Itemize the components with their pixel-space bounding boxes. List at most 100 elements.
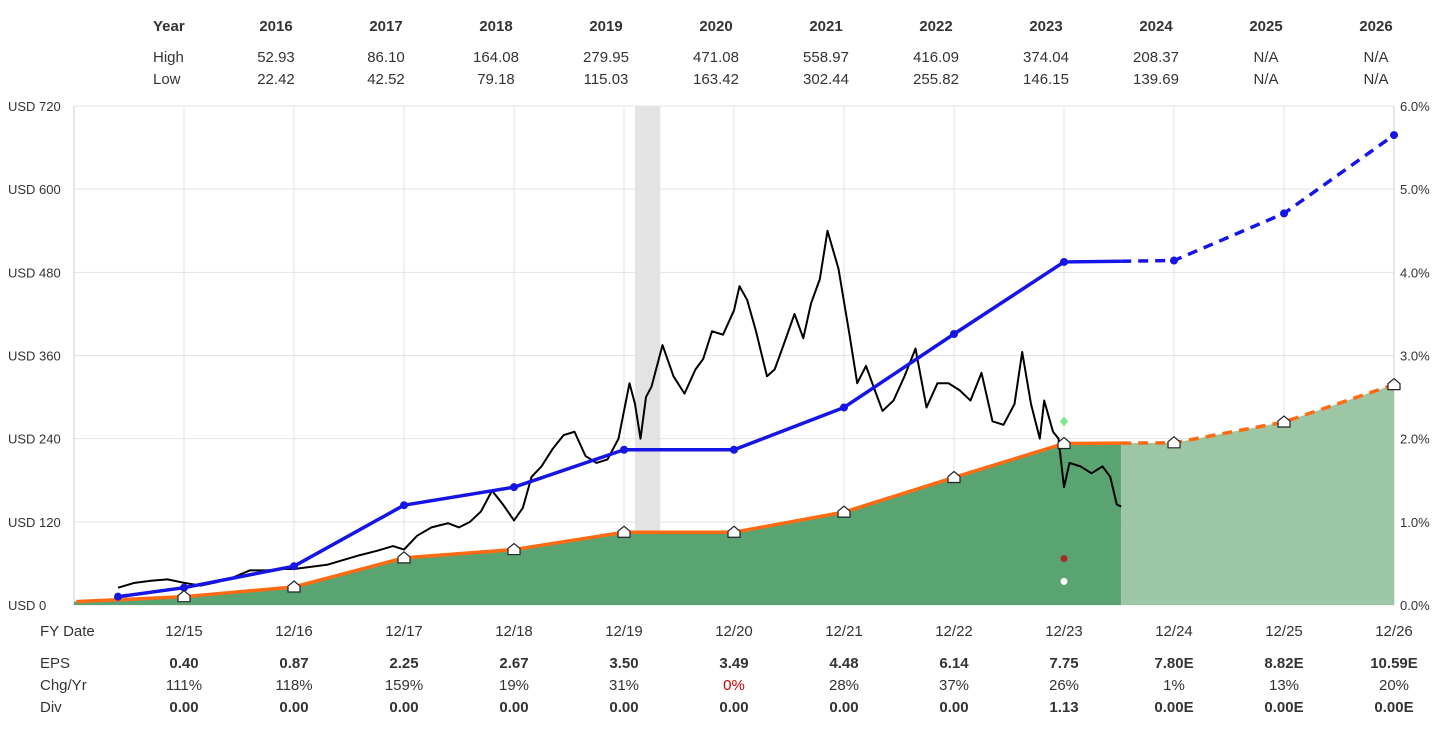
marker-dot [1060,555,1068,563]
chg-cell: 19% [499,677,529,694]
growth-point [180,583,188,592]
low-cell: 115.03 [584,71,629,88]
eps-point [947,470,961,484]
chg-cell: 31% [609,677,639,694]
fy-date-cell: 12/16 [275,623,313,640]
eps-cell: 6.14 [939,655,969,672]
eps-point [837,505,851,518]
year-cell: 2022 [919,18,952,35]
chg-cell: 28% [829,677,859,694]
low-cell: 146.15 [1023,71,1069,88]
high-cell: 164.08 [473,49,519,66]
recession-band [635,106,661,605]
low-cell: N/A [1253,71,1278,88]
eps-cell: 10.59E [1370,655,1418,672]
growth-point [114,592,122,601]
y-tick-label-right: 1.0% [1400,515,1430,530]
y-tick-label-left: USD 120 [8,515,61,530]
eps-cell: 3.50 [609,655,638,672]
div-cell: 0.00 [939,699,968,716]
eps-data-table: FY Date EPS Chg/Yr Div 12/15 12/16 12/17 12/18 1… [40,623,1418,716]
chg-cell: 37% [939,677,969,694]
chart-axes: USD 720 USD 600 USD 480 USD 360 USD 240 USD 1… [8,99,1430,613]
fy-date-cell: 12/18 [495,623,533,640]
fy-date-cell: 12/21 [825,623,863,640]
eps-point [1167,436,1181,449]
low-cell: 42.52 [367,71,405,88]
low-row-label: Low [153,71,181,88]
div-cell: 0.00 [829,699,858,716]
year-cell: 2024 [1139,18,1173,35]
growth-point [510,483,518,492]
y-tick-label-left: USD 720 [8,99,61,114]
chg-cell: 111% [166,677,202,694]
low-cell: 302.44 [803,71,849,88]
fy-date-cell: 12/24 [1155,623,1193,640]
chg-cell: 0% [723,677,745,694]
chg-row-label: Chg/Yr [40,677,87,694]
year-row-label: Year [153,18,185,35]
y-tick-label-left: USD 0 [8,598,46,613]
fy-date-cell: 12/25 [1265,623,1303,640]
eps-cell: 2.25 [389,655,418,672]
eps-point [1277,415,1291,428]
eps-cell: 8.82E [1264,655,1303,672]
year-cell: 2026 [1359,18,1392,35]
year-cell: 2023 [1029,18,1062,35]
chg-cell: 20% [1379,677,1409,694]
low-cell: 255.82 [913,71,959,88]
low-cell: 79.18 [477,71,515,88]
low-cell: 22.42 [257,71,295,88]
eps-cell: 7.80E [1154,655,1193,672]
chg-cell: 1% [1163,677,1185,694]
high-row-label: High [153,49,184,66]
eps-point [1387,377,1401,391]
high-cell: 279.95 [583,49,629,66]
eps-point [507,542,521,556]
eps-point [397,551,411,564]
div-row-label: Div [40,699,62,716]
price-range-table: Year High Low 2016 2017 2018 2019 2020 2021 2022 2… [153,18,1393,88]
year-cell: 2018 [479,18,512,35]
year-cell: 2021 [809,18,842,35]
high-cell: 374.04 [1023,49,1069,66]
growth-point [950,330,958,339]
high-cell: 52.93 [257,49,295,66]
growth-point [400,501,408,510]
y-tick-label-right: 3.0% [1400,349,1430,364]
high-cell: 416.09 [913,49,959,66]
div-cell: 0.00E [1374,699,1413,716]
high-cell: 86.10 [367,49,405,66]
growth-point [1170,256,1178,265]
recession-shading [635,106,661,605]
growth-point [620,445,628,454]
y-tick-label-left: USD 360 [8,349,61,364]
high-cell: N/A [1253,49,1278,66]
growth-point [1390,131,1398,140]
eps-point [177,589,191,603]
growth-point [1060,257,1068,266]
eps-point [727,525,741,538]
fy-date-cell: 12/20 [715,623,753,640]
y-tick-label-left: USD 240 [8,432,61,447]
chg-cell: 26% [1049,677,1079,694]
y-tick-label-right: 4.0% [1400,265,1430,280]
high-cell: 558.97 [803,49,849,66]
fy-date-cell: 12/15 [165,623,203,640]
eps-cell: 0.40 [169,655,198,672]
high-cell: 208.37 [1133,49,1179,66]
year-cell: 2017 [369,18,402,35]
eps-fill-estimate [1121,384,1394,605]
eps-row-label: EPS [40,655,70,672]
eps-point [1057,436,1071,450]
eps-cell: 0.87 [279,655,308,672]
eps-fill-actual [74,443,1122,605]
year-cell: 2019 [589,18,622,35]
marker-dot [1060,577,1068,585]
growth-point [290,562,298,571]
fy-date-cell: 12/22 [935,623,973,640]
low-cell: 139.69 [1133,71,1179,88]
y-tick-label-right: 6.0% [1400,99,1430,114]
eps-cell: 2.67 [499,655,528,672]
